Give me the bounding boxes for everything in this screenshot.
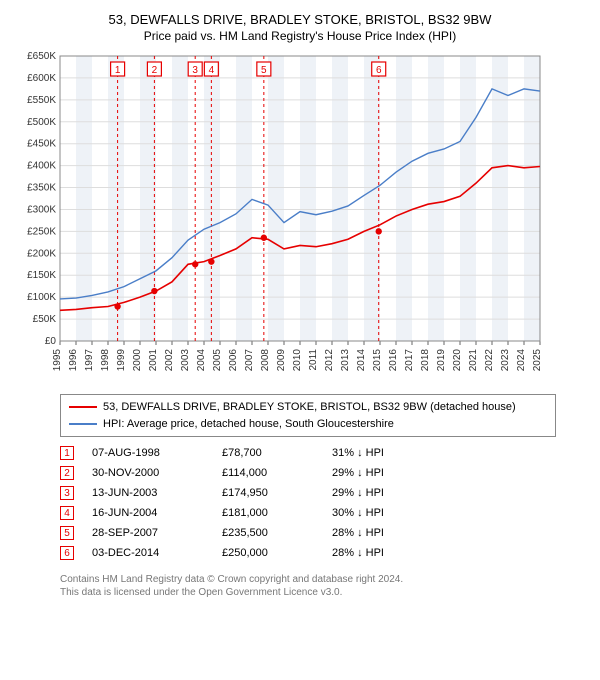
svg-text:2025: 2025 [532, 349, 543, 372]
svg-text:2020: 2020 [452, 349, 463, 372]
sale-diff: 28% ↓ HPI [332, 527, 442, 539]
svg-text:1998: 1998 [100, 349, 111, 372]
svg-text:2023: 2023 [500, 349, 511, 372]
footer-line2: This data is licensed under the Open Gov… [60, 586, 590, 599]
svg-text:2021: 2021 [468, 349, 479, 372]
sale-diff: 28% ↓ HPI [332, 547, 442, 559]
svg-text:1995: 1995 [52, 349, 63, 372]
legend-label: 53, DEWFALLS DRIVE, BRADLEY STOKE, BRIST… [103, 399, 516, 416]
svg-text:2: 2 [152, 65, 158, 76]
svg-text:2016: 2016 [388, 349, 399, 372]
sale-date: 28-SEP-2007 [92, 527, 222, 539]
svg-text:6: 6 [376, 65, 382, 76]
svg-text:5: 5 [261, 65, 267, 76]
svg-text:2012: 2012 [324, 349, 335, 372]
legend: 53, DEWFALLS DRIVE, BRADLEY STOKE, BRIST… [60, 394, 556, 437]
sale-marker-icon: 4 [60, 506, 74, 520]
svg-text:£650K: £650K [27, 51, 56, 62]
page-subtitle: Price paid vs. HM Land Registry's House … [10, 29, 590, 43]
svg-text:3: 3 [192, 65, 198, 76]
sales-row: 5 28-SEP-2007£235,50028% ↓ HPI [60, 523, 590, 543]
svg-text:2018: 2018 [420, 349, 431, 372]
svg-text:1999: 1999 [116, 349, 127, 372]
svg-text:2001: 2001 [148, 349, 159, 372]
svg-text:£450K: £450K [27, 139, 56, 150]
sale-date: 30-NOV-2000 [92, 467, 222, 479]
sale-date: 03-DEC-2014 [92, 547, 222, 559]
svg-text:£600K: £600K [27, 73, 56, 84]
sale-marker-icon: 2 [60, 466, 74, 480]
legend-swatch [69, 423, 97, 425]
svg-text:2017: 2017 [404, 349, 415, 372]
sale-price: £181,000 [222, 507, 332, 519]
svg-text:2007: 2007 [244, 349, 255, 372]
svg-text:1997: 1997 [84, 349, 95, 372]
sale-price: £174,950 [222, 487, 332, 499]
sale-marker-icon: 5 [60, 526, 74, 540]
svg-text:2011: 2011 [308, 349, 319, 371]
sale-date: 16-JUN-2004 [92, 507, 222, 519]
svg-text:2000: 2000 [132, 349, 143, 372]
sale-marker-icon: 3 [60, 486, 74, 500]
sales-row: 2 30-NOV-2000£114,00029% ↓ HPI [60, 463, 590, 483]
svg-text:£500K: £500K [27, 117, 56, 128]
sale-price: £235,500 [222, 527, 332, 539]
sale-diff: 29% ↓ HPI [332, 467, 442, 479]
svg-text:£250K: £250K [27, 226, 56, 237]
sale-marker-icon: 6 [60, 546, 74, 560]
sale-diff: 31% ↓ HPI [332, 447, 442, 459]
svg-text:2008: 2008 [260, 349, 271, 372]
sale-diff: 30% ↓ HPI [332, 507, 442, 519]
svg-text:£350K: £350K [27, 183, 56, 194]
sale-marker-icon: 1 [60, 446, 74, 460]
sale-date: 13-JUN-2003 [92, 487, 222, 499]
sales-row: 1 07-AUG-1998£78,70031% ↓ HPI [60, 443, 590, 463]
footer-line1: Contains HM Land Registry data © Crown c… [60, 573, 590, 586]
svg-text:£550K: £550K [27, 95, 56, 106]
svg-text:2015: 2015 [372, 349, 383, 372]
sale-price: £114,000 [222, 467, 332, 479]
svg-text:2013: 2013 [340, 349, 351, 372]
svg-text:£0: £0 [45, 336, 57, 347]
sales-table: 1 07-AUG-1998£78,70031% ↓ HPI 2 30-NOV-2000… [60, 443, 590, 563]
svg-text:£150K: £150K [27, 270, 56, 281]
svg-text:2009: 2009 [276, 349, 287, 372]
svg-text:2024: 2024 [516, 349, 527, 372]
sales-row: 3 13-JUN-2003£174,95029% ↓ HPI [60, 483, 590, 503]
svg-text:£200K: £200K [27, 248, 56, 259]
svg-text:4: 4 [209, 65, 215, 76]
chart-container: £0 £50K £100K £150K £200K £250K £300K £350K £400… [10, 51, 590, 386]
svg-text:2002: 2002 [164, 349, 175, 372]
svg-text:1: 1 [115, 65, 121, 76]
legend-row: HPI: Average price, detached house, Sout… [69, 416, 547, 433]
svg-text:£300K: £300K [27, 204, 56, 215]
svg-text:2004: 2004 [196, 349, 207, 372]
legend-label: HPI: Average price, detached house, Sout… [103, 416, 394, 433]
sale-date: 07-AUG-1998 [92, 447, 222, 459]
svg-text:2003: 2003 [180, 349, 191, 372]
sale-diff: 29% ↓ HPI [332, 487, 442, 499]
svg-text:2006: 2006 [228, 349, 239, 372]
svg-text:2019: 2019 [436, 349, 447, 372]
svg-text:£100K: £100K [27, 292, 56, 303]
svg-text:2010: 2010 [292, 349, 303, 372]
legend-swatch [69, 406, 97, 408]
footer-attribution: Contains HM Land Registry data © Crown c… [60, 573, 590, 599]
sales-row: 6 03-DEC-2014£250,00028% ↓ HPI [60, 543, 590, 563]
svg-text:£50K: £50K [33, 314, 57, 325]
price-chart: £0 £50K £100K £150K £200K £250K £300K £350K £400… [10, 51, 550, 381]
svg-text:2022: 2022 [484, 349, 495, 372]
svg-text:1996: 1996 [68, 349, 79, 372]
sale-price: £250,000 [222, 547, 332, 559]
svg-text:2014: 2014 [356, 349, 367, 372]
svg-text:£400K: £400K [27, 161, 56, 172]
sales-row: 4 16-JUN-2004£181,00030% ↓ HPI [60, 503, 590, 523]
svg-text:2005: 2005 [212, 349, 223, 372]
page-title: 53, DEWFALLS DRIVE, BRADLEY STOKE, BRIST… [10, 12, 590, 27]
legend-row: 53, DEWFALLS DRIVE, BRADLEY STOKE, BRIST… [69, 399, 547, 416]
sale-price: £78,700 [222, 447, 332, 459]
